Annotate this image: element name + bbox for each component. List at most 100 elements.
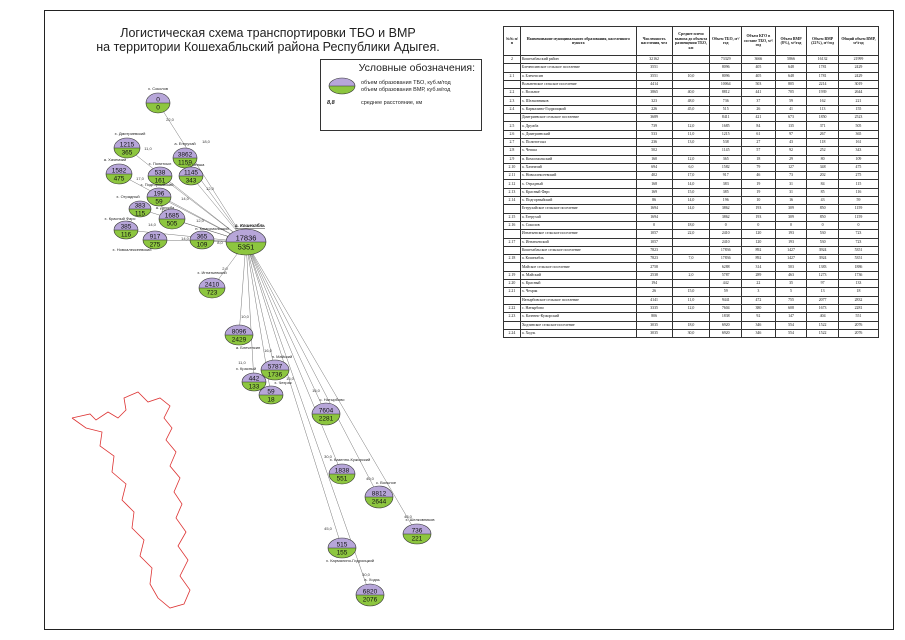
table-cell: 194 bbox=[635, 278, 673, 289]
table-row: 2.23 х. Казенно-Кужорский 806 1838 92 147 404 5… bbox=[503, 312, 880, 322]
table-cell: 202 bbox=[806, 171, 839, 181]
table-cell: 2076 bbox=[837, 328, 880, 339]
node-vmr-value: 2429 bbox=[232, 337, 247, 344]
table-cell bbox=[503, 295, 521, 305]
table-row: Егерухайское сельское поселение 1694 14,0 3… bbox=[503, 204, 880, 214]
table-cell: 41 bbox=[774, 104, 808, 115]
table-cell: 2077 bbox=[806, 295, 839, 305]
table-row: 2.8 х. Чепша 502 1145 57 92 252 343 bbox=[503, 146, 880, 156]
route-line-shelkovnikov bbox=[245, 241, 418, 535]
table-cell: 22 bbox=[741, 278, 776, 289]
table-cell: х. Чепша bbox=[519, 146, 637, 156]
district-boundary bbox=[71, 391, 191, 609]
table-cell: 3862 bbox=[709, 212, 743, 222]
node-distance: 15,0 bbox=[286, 376, 295, 381]
table-cell bbox=[503, 63, 521, 73]
table-cell: 9441 bbox=[709, 295, 743, 305]
table-cell: 850 bbox=[806, 204, 839, 214]
table-cell: 385 bbox=[709, 187, 743, 198]
table-cell: 1383 bbox=[806, 262, 839, 272]
node-distance: 30,0 bbox=[362, 572, 371, 577]
table-cell: 221 bbox=[837, 96, 880, 106]
node-distance: 11,0 bbox=[144, 146, 152, 151]
legend-symbols bbox=[328, 77, 356, 95]
table-cell: 16 bbox=[774, 196, 808, 206]
table-cell: Игнатьевское сельское поселение bbox=[519, 229, 637, 239]
table-cell: 61 bbox=[741, 129, 776, 139]
table-cell: 31 bbox=[774, 187, 808, 198]
table-cell: а. Дружба bbox=[519, 121, 637, 131]
node-distance: 12,0 bbox=[196, 218, 205, 223]
table-cell: 40,0 bbox=[671, 88, 711, 98]
node-vmr-value: 551 bbox=[337, 476, 348, 483]
table-cell: 475 bbox=[837, 162, 880, 173]
table-cell: 14,0 bbox=[671, 179, 711, 189]
node-name: х. Чепша bbox=[188, 162, 205, 167]
table-cell: 442 bbox=[709, 278, 743, 289]
node-name: х. Красный Фарс bbox=[105, 216, 136, 221]
table-cell: 15,0 bbox=[671, 187, 711, 198]
table-cell: Кошехабльское сельское поселение bbox=[519, 245, 637, 256]
node-distance: 10,0 bbox=[241, 314, 250, 319]
table-cell bbox=[503, 229, 521, 239]
table-cell: 0 bbox=[741, 220, 776, 231]
table-cell: 0 bbox=[635, 220, 673, 231]
table-row: 2.3 х. Шелковников 323 48,0 736 37 59 162 221 bbox=[503, 96, 880, 106]
node-tbo-value: 1838 bbox=[335, 468, 350, 475]
table-cell bbox=[671, 113, 711, 123]
table-cell: 27 bbox=[741, 137, 776, 148]
table-cell: 5351 bbox=[837, 254, 880, 264]
table-cell: 1694 bbox=[635, 204, 673, 214]
table-cell: х. Отрадный bbox=[519, 179, 637, 189]
table-cell: 1159 bbox=[837, 212, 880, 222]
table-body: 2 Кошехабльский район 32162 73329 3666 5866 16… bbox=[503, 54, 880, 339]
table-cell: 405 bbox=[741, 71, 776, 81]
node-vmr-value: 343 bbox=[186, 178, 197, 185]
table-cell: 0 bbox=[709, 220, 743, 231]
table-cell: 169 bbox=[635, 187, 673, 198]
table-cell: 118 bbox=[806, 137, 839, 148]
table-row: Ходзинское сельское поселение 3035 18,0 692… bbox=[503, 320, 880, 330]
table-row: Кошехабльское сельское поселение 7823 1783… bbox=[503, 245, 880, 256]
node-distance: 2,0 bbox=[222, 266, 228, 271]
table-cell: Кошехабльский район bbox=[519, 54, 637, 65]
table-cell: 3551 bbox=[635, 63, 673, 73]
table-cell: 1522 bbox=[806, 320, 839, 330]
table-cell: 11,0 bbox=[671, 129, 711, 139]
table-cell: 1694 bbox=[635, 212, 673, 222]
node-name: х. Кармалино-Гидроицкий bbox=[326, 558, 374, 563]
node-vmr-value: 475 bbox=[114, 176, 125, 183]
table-cell: х. Политотсыл bbox=[519, 137, 637, 148]
table-cell: 7604 bbox=[709, 303, 743, 314]
table-row: 2.7 х. Политотсыл 236 13,0 538 27 43 118 161 bbox=[503, 137, 880, 148]
node-vmr-value: 723 bbox=[207, 290, 218, 297]
table-cell bbox=[503, 79, 521, 90]
table-cell: 2538 bbox=[635, 270, 673, 281]
table-cell bbox=[503, 245, 521, 256]
table-row: 2.5 а. Дружба 739 12,0 1685 84 135 371 505 bbox=[503, 121, 880, 131]
table-cell: 850 bbox=[806, 212, 839, 222]
table-cell: 109 bbox=[837, 154, 880, 164]
table-cell: 147 bbox=[774, 312, 808, 322]
table-cell: 97 bbox=[806, 278, 839, 289]
route-line-blechepsin bbox=[238, 241, 247, 336]
table-cell: 14,0 bbox=[671, 204, 711, 214]
table-cell: 59 bbox=[774, 96, 808, 106]
table-cell: 193 bbox=[774, 229, 808, 239]
table-cell: 2.9 bbox=[503, 154, 521, 164]
table-cell: 2.10 bbox=[503, 162, 521, 173]
table-cell bbox=[671, 79, 711, 90]
node-distance: 8,0 bbox=[217, 240, 223, 245]
table-cell: 314 bbox=[741, 262, 776, 272]
node-vmr-value: 133 bbox=[249, 384, 260, 391]
node-name: а. Дружба bbox=[156, 205, 175, 210]
table-cell: 10064 bbox=[709, 79, 743, 90]
